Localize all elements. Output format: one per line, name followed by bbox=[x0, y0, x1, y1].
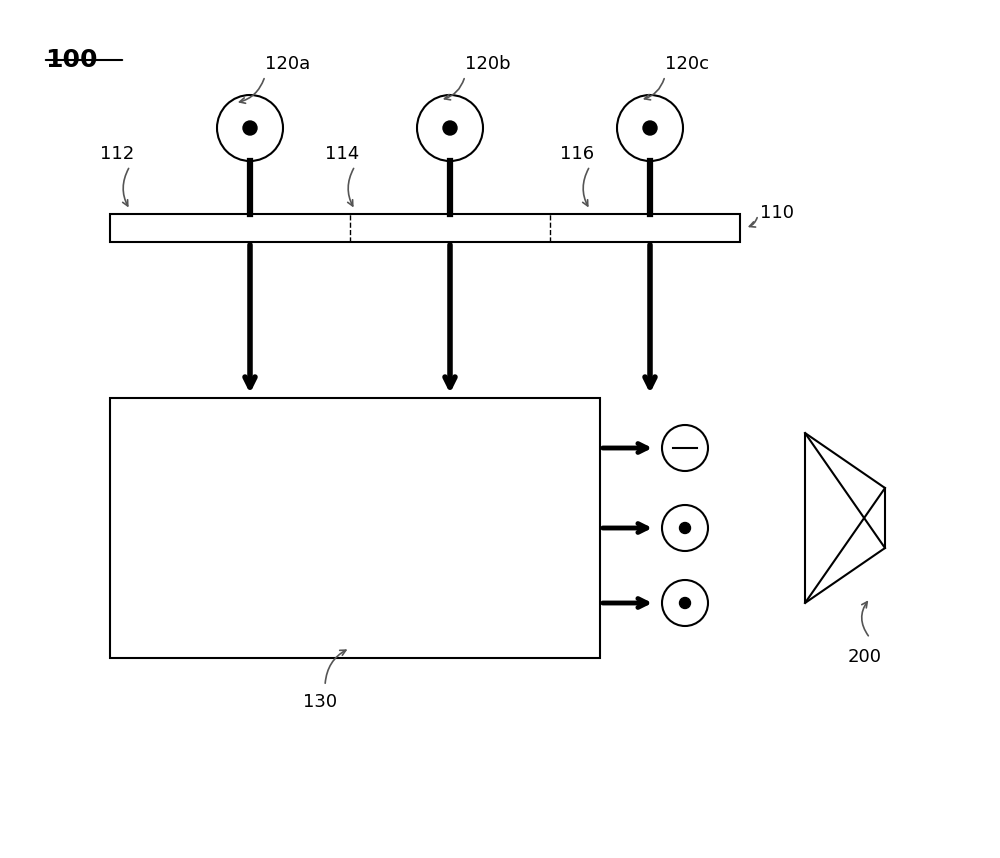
Text: 100: 100 bbox=[45, 48, 98, 72]
Text: 120a: 120a bbox=[265, 55, 310, 73]
Text: 120c: 120c bbox=[665, 55, 709, 73]
Circle shape bbox=[443, 121, 457, 135]
Circle shape bbox=[243, 121, 257, 135]
Text: 130: 130 bbox=[303, 693, 337, 711]
Text: 120b: 120b bbox=[465, 55, 511, 73]
Circle shape bbox=[643, 121, 657, 135]
Circle shape bbox=[680, 523, 690, 534]
FancyBboxPatch shape bbox=[110, 214, 740, 242]
Text: 112: 112 bbox=[100, 145, 134, 163]
Text: 110: 110 bbox=[760, 204, 794, 222]
Text: 116: 116 bbox=[560, 145, 594, 163]
Bar bbox=[110, 398, 600, 658]
Circle shape bbox=[680, 597, 690, 608]
Text: 114: 114 bbox=[325, 145, 359, 163]
Text: 200: 200 bbox=[848, 648, 882, 666]
